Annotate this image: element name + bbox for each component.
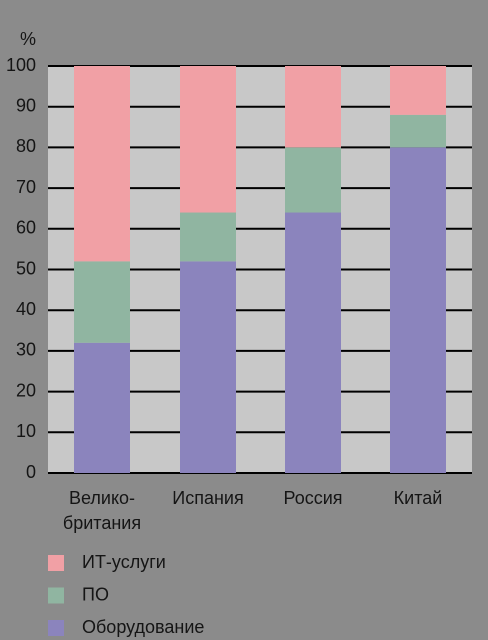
bar-segment	[390, 66, 446, 115]
bar-segment	[74, 261, 130, 343]
y-tick-label: 10	[16, 421, 36, 441]
legend-swatch	[48, 587, 64, 604]
y-tick-label: 70	[16, 177, 36, 197]
y-axis-label: %	[20, 29, 36, 49]
bar-segment	[180, 212, 236, 262]
bar-segment	[285, 147, 341, 213]
legend-label: ИТ-услуги	[82, 552, 166, 572]
bar-segment	[390, 147, 446, 473]
y-tick-label: 100	[6, 55, 36, 75]
y-tick-label: 90	[16, 95, 36, 115]
y-tick-label: 20	[16, 380, 36, 400]
bar-segment	[180, 66, 236, 213]
legend-label: ПО	[82, 584, 109, 604]
legend-swatch	[48, 620, 64, 636]
legend-swatch	[48, 555, 64, 571]
x-tick-label: Испания	[172, 488, 244, 508]
y-tick-label: 0	[26, 462, 36, 482]
x-tick-label: Китай	[393, 488, 443, 508]
y-tick-label: 60	[16, 218, 36, 238]
bar-segment	[180, 261, 236, 473]
bar-segment	[390, 114, 446, 148]
x-tick-label: Россия	[283, 488, 343, 508]
x-tick-label: Велико- британия	[62, 488, 142, 533]
legend-label: Оборудование	[82, 617, 204, 637]
y-tick-label: 80	[16, 136, 36, 156]
y-tick-label: 40	[16, 299, 36, 319]
bar-segment	[285, 66, 341, 148]
bar-segment	[285, 212, 341, 473]
y-tick-label: 50	[16, 258, 36, 278]
bar-segment	[74, 66, 130, 262]
y-tick-label: 30	[16, 340, 36, 360]
bar-segment	[74, 342, 130, 473]
